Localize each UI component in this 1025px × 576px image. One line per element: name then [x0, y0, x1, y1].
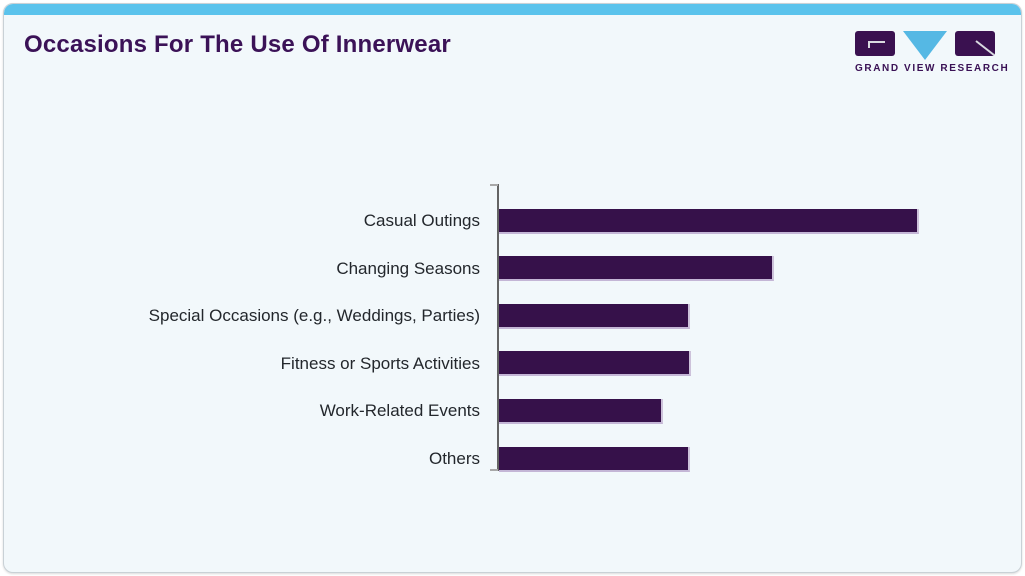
chart-row-4: Work-Related Events: [4, 387, 1021, 435]
gvr-logo-icon: [855, 31, 995, 60]
infographic-card: Occasions For The Use Of Innerwear GRAND…: [3, 3, 1022, 573]
gvr-logo: GRAND VIEW RESEARCH: [855, 27, 1010, 74]
chart-row-0: Casual Outings: [4, 197, 1021, 245]
bar-label-5: Others: [428, 449, 480, 468]
chart-row-2: Special Occasions (e.g., Weddings, Parti…: [4, 292, 1021, 340]
bar-label-4: Work-Related Events: [319, 401, 480, 421]
bar-1: [499, 256, 774, 282]
bar-chart: Casual Outings Changing Seasons Special …: [4, 184, 1021, 487]
bar-label-2: Special Occasions (e.g., Weddings, Parti…: [148, 306, 480, 326]
axis-bracket: [490, 184, 499, 471]
page-title: Occasions For The Use Of Innerwear: [24, 31, 451, 58]
bar-label-3: Fitness or Sports Activities: [280, 353, 480, 373]
axis-cap-top: [490, 184, 498, 186]
axis-cap-bottom: [490, 469, 498, 471]
bar-label-1: Changing Seasons: [336, 258, 480, 278]
chart-row-3: Fitness or Sports Activities: [4, 340, 1021, 388]
bar-5: [499, 446, 691, 472]
bar-label-0: Casual Outings: [363, 211, 480, 230]
chart-row-1: Changing Seasons: [4, 245, 1021, 293]
bar-3: [499, 351, 692, 377]
chart-row-5: Others: [4, 435, 1021, 483]
bar-4: [499, 398, 664, 424]
bar-2: [499, 303, 691, 329]
top-accent-bar: [4, 4, 1021, 15]
bar-0: [499, 208, 919, 234]
gvr-logo-wordmark: GRAND VIEW RESEARCH: [855, 63, 1010, 74]
